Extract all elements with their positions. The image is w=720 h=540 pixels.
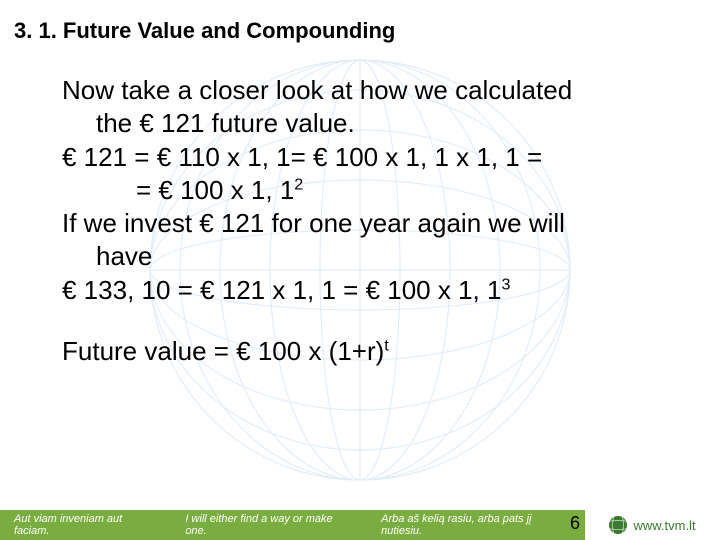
body-line: € 121 = € 110 x 1, 1= € 100 x 1, 1 x 1, …: [62, 141, 670, 174]
motto-latin: Aut viam inveniam aut faciam.: [14, 513, 157, 537]
slide-title: 3. 1. Future Value and Compounding: [0, 0, 720, 44]
formula-line: Future value = € 100 x (1+r)t: [62, 335, 670, 368]
motto-lithuanian: Arba aš kelią rasiu, arba pats jį nuties…: [381, 513, 571, 537]
body-line: Now take a closer look at how we calcula…: [62, 74, 670, 107]
globe-icon: [609, 516, 627, 534]
footer-logo: www.tvm.lt: [585, 510, 720, 540]
body-line: have: [62, 240, 670, 273]
body-line: € 133, 10 = € 121 x 1, 1 = € 100 x 1, 13: [62, 274, 670, 307]
body-line: If we invest € 121 for one year again we…: [62, 207, 670, 240]
body-line: the € 121 future value.: [62, 107, 670, 140]
footer-motto-bar: Aut viam inveniam aut faciam. I will eit…: [0, 510, 585, 540]
body-line: = € 100 x 1, 12: [62, 174, 670, 207]
slide-body: Now take a closer look at how we calcula…: [0, 44, 720, 368]
logo-url: www.tvm.lt: [633, 518, 695, 533]
motto-english: I will either find a way or make one.: [185, 513, 353, 537]
footer: Aut viam inveniam aut faciam. I will eit…: [0, 510, 720, 540]
page-number: 6: [570, 513, 580, 534]
